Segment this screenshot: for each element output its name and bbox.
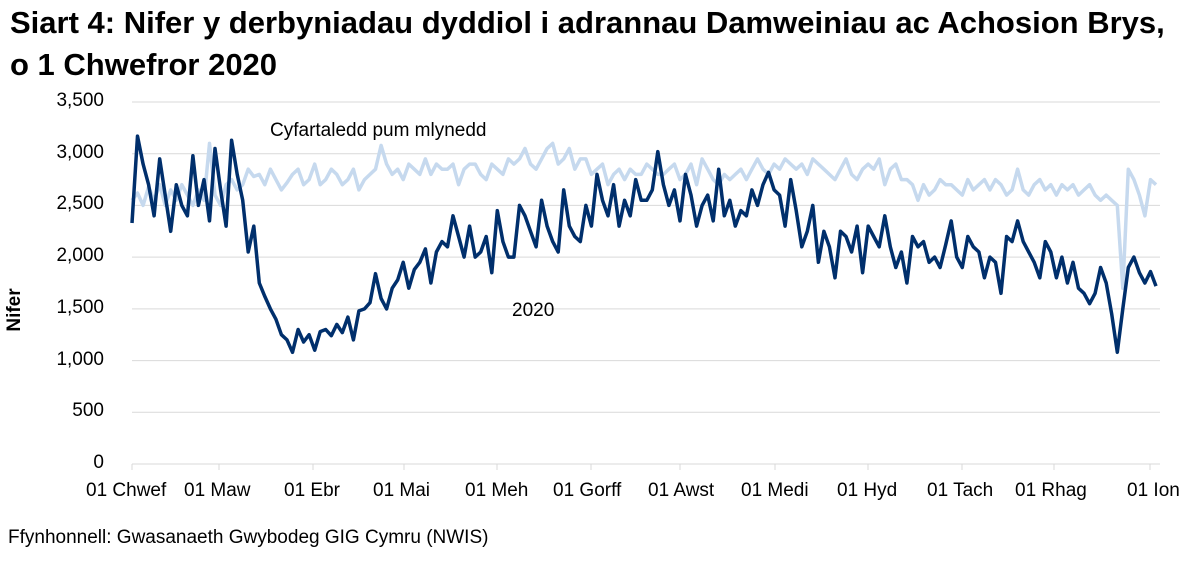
annotation-2020: 2020 [512, 300, 555, 321]
x-tick-label: 01 Ebr [284, 480, 340, 501]
y-tick-label: 0 [93, 452, 104, 473]
y-tick-label: 3,000 [56, 141, 104, 163]
y-axis-title-wrap: Nifer [4, 288, 28, 370]
x-tick-label: 01 Mai [373, 480, 431, 501]
y-tick-label: 500 [72, 400, 104, 422]
x-tick-label: 01 Awst [648, 480, 715, 501]
x-tick-label: 01 Maw [184, 480, 251, 501]
chart-title: Siart 4: Nifer y derbyniadau dyddiol i a… [10, 5, 1165, 82]
x-tick-label: 01 Hyd [837, 480, 898, 501]
series-line-2020 [130, 134, 1158, 355]
x-tick-label: 01 Meh [465, 480, 529, 501]
x-tick-label: 01 Medi [741, 480, 809, 501]
x-tick-label: 01 Ion [1127, 480, 1180, 501]
x-tick-label: 01 Chwef [86, 480, 167, 501]
x-tick-label: 01 Tach [927, 480, 994, 501]
gridlines [132, 101, 1160, 465]
x-tick-label: 01 Rhag [1015, 480, 1087, 501]
y-tick-label: 2,000 [56, 245, 104, 267]
x-axis [131, 464, 1151, 470]
y-tick-label: 1,000 [56, 348, 104, 370]
y-tick-label: 1,500 [56, 296, 104, 318]
y-axis-title: Nifer [4, 288, 25, 332]
y-tick-label: 3,500 [56, 90, 104, 111]
x-tick-label: 01 Gorff [553, 480, 622, 501]
y-tick-label: 2,500 [56, 193, 104, 215]
annotation-five-year-average: Cyfartaledd pum mlynedd [270, 120, 487, 141]
series-line-five-year-average [130, 141, 1158, 290]
source-note: Ffynhonnell: Gwasanaeth Gwybodeg GIG Cym… [8, 527, 489, 548]
